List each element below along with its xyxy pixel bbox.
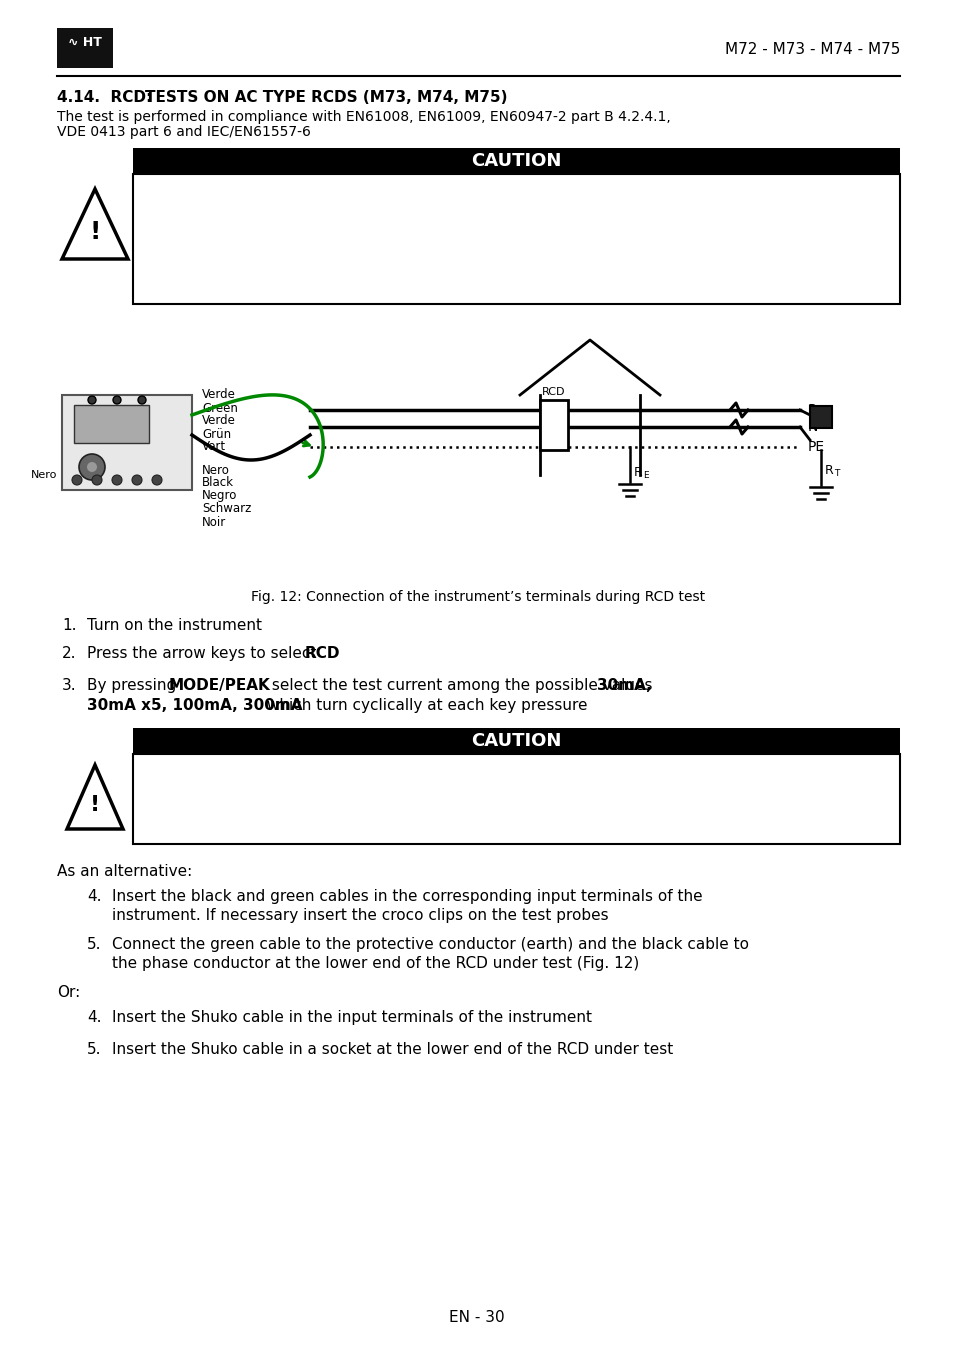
Circle shape bbox=[132, 476, 142, 485]
Circle shape bbox=[87, 462, 97, 471]
Text: 1.: 1. bbox=[62, 617, 76, 634]
Text: Pay attention when setting the test current of the RCD to make sure that the: Pay attention when setting the test curr… bbox=[143, 765, 656, 777]
Text: R: R bbox=[634, 466, 642, 478]
Text: Vert: Vert bbox=[202, 440, 226, 454]
Text: E: E bbox=[642, 470, 648, 480]
Bar bbox=[74, 405, 149, 443]
Text: •: • bbox=[145, 184, 153, 199]
Text: Insert the Shuko cable in a socket at the lower end of the RCD under test: Insert the Shuko cable in a socket at th… bbox=[112, 1042, 673, 1056]
Circle shape bbox=[91, 476, 102, 485]
Circle shape bbox=[88, 396, 96, 404]
Text: Nero: Nero bbox=[202, 463, 230, 477]
Text: PE: PE bbox=[807, 440, 824, 454]
Text: make sure that no loads are connected to the: make sure that no loads are connected to… bbox=[307, 199, 649, 212]
Text: Black: Black bbox=[202, 477, 233, 489]
Bar bbox=[132, 174, 899, 304]
Text: 5.: 5. bbox=[87, 1042, 101, 1056]
Text: !: ! bbox=[90, 794, 100, 815]
Text: RCD under test to avoid damaging them: RCD under test to avoid damaging them bbox=[159, 213, 459, 227]
Text: Testing an RCD involves the tripping of the RCD itself. Therefore, before: Testing an RCD involves the tripping of … bbox=[159, 184, 637, 197]
Text: Insert the black and green cables in the corresponding input terminals of the: Insert the black and green cables in the… bbox=[112, 889, 702, 904]
Text: RCD: RCD bbox=[541, 386, 565, 397]
Text: The test is performed in compliance with EN61008, EN61009, EN60947-2 part B 4.2.: The test is performed in compliance with… bbox=[57, 109, 670, 124]
Text: Noir: Noir bbox=[202, 516, 226, 528]
Text: CAUTION: CAUTION bbox=[471, 732, 561, 750]
Bar bbox=[539, 400, 567, 450]
Bar bbox=[57, 28, 112, 68]
Bar bbox=[132, 149, 899, 174]
Circle shape bbox=[79, 454, 105, 480]
Text: R: R bbox=[824, 463, 833, 477]
Text: Green: Green bbox=[202, 401, 237, 415]
Text: taking this measurement,: taking this measurement, bbox=[159, 199, 335, 212]
Polygon shape bbox=[62, 189, 128, 259]
Text: which turn cyclically at each key pressure: which turn cyclically at each key pressu… bbox=[262, 698, 587, 713]
Text: As an alternative:: As an alternative: bbox=[57, 865, 193, 880]
Text: •: • bbox=[145, 236, 153, 253]
Circle shape bbox=[71, 476, 82, 485]
Text: 4.14.  RCD:: 4.14. RCD: bbox=[57, 91, 152, 105]
Text: Nero: Nero bbox=[30, 470, 57, 480]
Text: correct one is selected. In case a higher current than the nominal one of the: correct one is selected. In case a highe… bbox=[143, 782, 653, 794]
Text: ∿ HT: ∿ HT bbox=[68, 35, 102, 49]
Text: TESTS ON AC TYPE RCDS (M73, M74, M75): TESTS ON AC TYPE RCDS (M73, M74, M75) bbox=[145, 91, 507, 105]
Text: CAUTION: CAUTION bbox=[471, 153, 561, 170]
Text: 30mA x5, 100mA, 300mA: 30mA x5, 100mA, 300mA bbox=[87, 698, 302, 713]
Text: EN - 30: EN - 30 bbox=[449, 1310, 504, 1325]
Text: 4.: 4. bbox=[87, 1011, 101, 1025]
Text: Insert the Shuko cable in the input terminals of the instrument: Insert the Shuko cable in the input term… bbox=[112, 1011, 592, 1025]
Text: T: T bbox=[833, 469, 839, 477]
Circle shape bbox=[138, 396, 146, 404]
Circle shape bbox=[112, 476, 122, 485]
Text: 5.: 5. bbox=[87, 938, 101, 952]
Polygon shape bbox=[67, 765, 123, 830]
Text: M72 - M73 - M74 - M75: M72 - M73 - M74 - M75 bbox=[724, 42, 899, 58]
Text: the phase conductor at the lower end of the RCD under test (Fig. 12): the phase conductor at the lower end of … bbox=[112, 957, 639, 971]
Text: Turn on the instrument: Turn on the instrument bbox=[87, 617, 262, 634]
Text: 4.: 4. bbox=[87, 889, 101, 904]
Text: Or:: Or: bbox=[57, 985, 80, 1000]
Bar bbox=[809, 407, 831, 428]
Circle shape bbox=[152, 476, 162, 485]
Text: Schwarz: Schwarz bbox=[202, 503, 251, 516]
Text: P: P bbox=[807, 403, 816, 417]
Bar bbox=[132, 728, 899, 754]
Text: results.: results. bbox=[159, 267, 208, 280]
Circle shape bbox=[112, 396, 121, 404]
Text: instrument. If necessary insert the croco clips on the test probes: instrument. If necessary insert the croc… bbox=[112, 908, 608, 923]
Text: than the correct one, thus favouring a quicker tripping of the RCD itself.: than the correct one, thus favouring a q… bbox=[143, 817, 622, 831]
Text: VDE 0413 part 6 and IEC/EN61557-6: VDE 0413 part 6 and IEC/EN61557-6 bbox=[57, 126, 311, 139]
Text: !: ! bbox=[90, 220, 101, 245]
Text: MODE/PEAK: MODE/PEAK bbox=[169, 678, 271, 693]
Text: 2.: 2. bbox=[62, 646, 76, 661]
Text: Fig. 12: Connection of the instrument’s terminals during RCD test: Fig. 12: Connection of the instrument’s … bbox=[252, 590, 705, 604]
Text: Grün: Grün bbox=[202, 427, 231, 440]
Text: device under test is selected, the RCD would be tested at a higher current: device under test is selected, the RCD w… bbox=[143, 800, 639, 813]
Text: select the test current among the possible values: select the test current among the possib… bbox=[267, 678, 657, 693]
Text: 3.: 3. bbox=[62, 678, 76, 693]
Text: Press the arrow keys to select: Press the arrow keys to select bbox=[87, 646, 321, 661]
Text: Verde: Verde bbox=[202, 415, 235, 427]
Text: 30mA,: 30mA, bbox=[597, 678, 651, 693]
Text: RCD: RCD bbox=[305, 646, 340, 661]
Text: Disconnect all loads connected to the RCD as they could add further: Disconnect all loads connected to the RC… bbox=[159, 236, 616, 250]
Text: By pressing: By pressing bbox=[87, 678, 181, 693]
Text: Verde: Verde bbox=[202, 389, 235, 401]
Text: Negro: Negro bbox=[202, 489, 237, 503]
Text: leakage currents to those moved by the instrument, thus nullifying the test: leakage currents to those moved by the i… bbox=[159, 253, 662, 265]
Text: Connect the green cable to the protective conductor (earth) and the black cable : Connect the green cable to the protectiv… bbox=[112, 938, 748, 952]
Text: N: N bbox=[807, 420, 818, 434]
Bar bbox=[132, 754, 899, 844]
Bar bbox=[62, 394, 192, 490]
